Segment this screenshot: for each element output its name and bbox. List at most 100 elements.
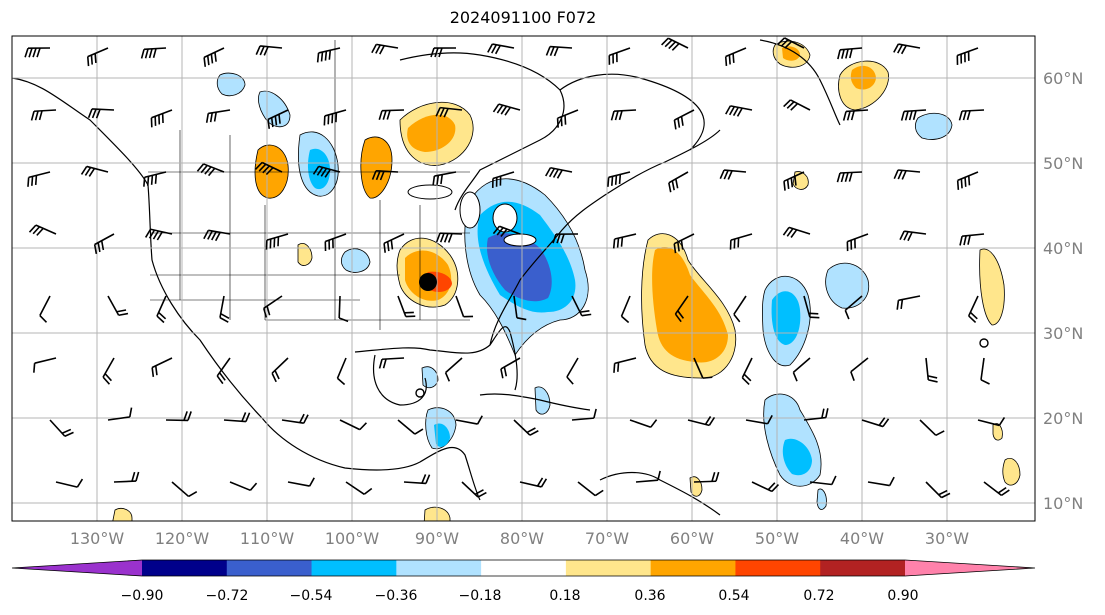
wind-barb-flag xyxy=(579,309,590,313)
wind-barb-flag xyxy=(790,229,798,238)
wind-barb-flag xyxy=(675,178,679,189)
wind-barb-flag xyxy=(32,226,41,235)
wind-barb-flag xyxy=(912,110,917,121)
wind-barb-flag xyxy=(904,110,909,121)
wind-barb-flag xyxy=(958,110,963,121)
wind-barb-flag xyxy=(338,317,349,323)
wind-barb-flag xyxy=(312,165,320,175)
wind-barb-flag xyxy=(552,233,557,244)
wind-barb-flag xyxy=(211,231,217,241)
wind-barb-flag xyxy=(210,53,214,64)
wind-barb-flag xyxy=(836,172,841,183)
wind-barb-shaft xyxy=(620,295,631,317)
wind-barb-flag xyxy=(516,317,527,321)
wind-barb-shaft xyxy=(39,295,51,316)
wind-barb-flag xyxy=(28,47,33,58)
wind-barb-flag xyxy=(88,168,96,177)
wind-barb-flag xyxy=(893,169,899,179)
lon-label: 30°W xyxy=(925,529,969,548)
wind-barb-flag xyxy=(204,166,212,175)
wind-barb-flag xyxy=(33,363,36,373)
wind-barb-flag xyxy=(371,44,378,54)
wind-barb-flag xyxy=(245,412,251,422)
wind-barb-flag xyxy=(152,230,160,240)
lat-label: 60°N xyxy=(1043,69,1083,88)
wind-barb-flag xyxy=(556,118,559,128)
wind-barb-flag xyxy=(620,237,624,247)
wind-barb-flag xyxy=(901,170,907,180)
lon-label: 80°W xyxy=(500,529,544,548)
wind-barb-flag xyxy=(64,431,74,437)
wind-barb-flag xyxy=(782,226,790,236)
wind-barb-shaft xyxy=(107,416,130,421)
wind-barb-flag xyxy=(34,110,39,121)
wind-barb-flag xyxy=(359,422,367,431)
wind-barb-flag xyxy=(956,180,960,190)
wind-barb-flag xyxy=(963,235,967,246)
wind-barb-shaft xyxy=(980,357,985,380)
wind-barb-flag xyxy=(618,174,622,184)
wind-barb-flag xyxy=(440,174,444,185)
wind-barb-flag xyxy=(503,366,508,377)
wind-barb-flag xyxy=(263,46,269,56)
wind-barb-flag xyxy=(425,474,431,484)
wind-barb-flag xyxy=(148,229,156,239)
wind-barb-flag xyxy=(152,48,157,58)
wind-barb-flag xyxy=(386,110,391,120)
wind-barb-shaft xyxy=(339,419,361,431)
wind-barb-flag xyxy=(324,51,328,61)
wind-barb-flag xyxy=(150,175,154,185)
wind-barb-flag xyxy=(492,103,500,113)
wind-barb-flag xyxy=(38,110,43,121)
wind-barb-flag xyxy=(529,430,539,436)
wind-barb-flag xyxy=(897,44,903,54)
wind-barb-flag xyxy=(95,109,101,119)
wind-barb-shaft xyxy=(629,419,652,428)
colorbar-tick: −0.54 xyxy=(290,588,333,604)
wind-barb-flag xyxy=(382,110,387,120)
wind-barb-shaft xyxy=(635,479,658,483)
wind-barb-flag xyxy=(439,233,445,243)
wind-barb-flag xyxy=(320,167,328,177)
wind-barb-flag xyxy=(94,53,97,64)
wind-barb-flag xyxy=(607,177,610,187)
wind-barb-flag xyxy=(436,175,440,185)
wind-barb-flag xyxy=(118,312,129,317)
wind-barb-flag xyxy=(767,482,776,491)
wind-barb-flag xyxy=(196,163,205,172)
wind-barb-flag xyxy=(998,417,1006,426)
wind-barb-flag xyxy=(378,359,383,369)
wind-barb-flag xyxy=(620,315,630,324)
wind-barb-flag xyxy=(266,305,271,316)
wind-barb-flag xyxy=(900,299,904,310)
latitude-labels: 60°N 50°N 40°N 30°N 20°N 10°N xyxy=(1043,69,1083,513)
wind-barb-shaft xyxy=(977,419,1000,427)
wind-barb-flag xyxy=(657,470,661,481)
wind-barb-flag xyxy=(545,167,552,177)
wind-barb-flag xyxy=(316,52,320,63)
wind-barb-flag xyxy=(474,489,484,496)
wind-barb-flag xyxy=(363,487,373,495)
wind-barb-flag xyxy=(254,161,263,170)
wind-barb-flag xyxy=(671,42,680,51)
wind-barb-flag xyxy=(611,176,614,186)
lon-label: 110°W xyxy=(240,529,295,548)
colorbar-tick: 0.90 xyxy=(887,588,918,604)
wind-barb-flag xyxy=(964,177,967,187)
lat-label: 50°N xyxy=(1043,154,1083,173)
wind-barb-flag xyxy=(850,371,855,381)
lat-label: 10°N xyxy=(1043,494,1083,513)
wind-barb-flag xyxy=(183,411,188,421)
wind-barb-flag xyxy=(500,105,508,115)
wind-barb-flag xyxy=(668,182,672,193)
wind-barb-flag xyxy=(842,111,847,121)
wind-barb-flag xyxy=(271,372,277,383)
wind-barb-flag xyxy=(896,300,900,310)
wind-barb-flag xyxy=(908,110,913,121)
wind-barb-flag xyxy=(135,471,140,482)
colorbar-tick: −0.18 xyxy=(459,588,502,604)
political-boundaries xyxy=(148,40,470,330)
wind-barb-flag xyxy=(967,175,971,186)
wind-barb-flag xyxy=(907,231,913,242)
wind-barb-shaft xyxy=(287,481,310,487)
